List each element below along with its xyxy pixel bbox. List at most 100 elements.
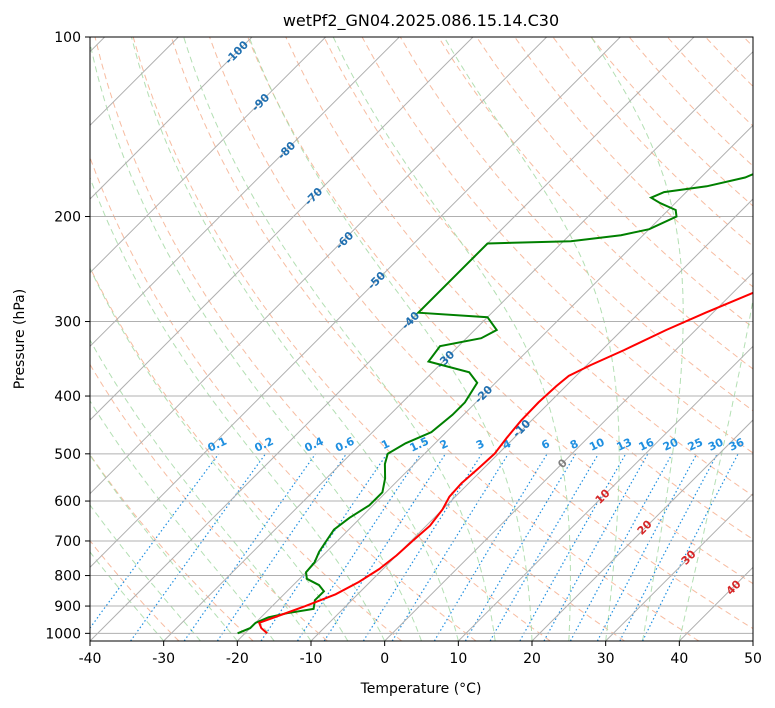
mixing-ratio-line <box>130 453 267 641</box>
mixing-ratio-label: 6 <box>539 437 552 452</box>
dry-adiabat-line <box>437 37 753 370</box>
mixing-ratio-lines <box>90 453 739 641</box>
mixing-ratio-line <box>216 453 347 641</box>
isotherms <box>90 37 753 641</box>
dry-adiabat-line <box>705 37 753 88</box>
chart-title: wetPf2_GN04.2025.086.15.14.C30 <box>283 11 559 31</box>
y-axis: 1000 900 800 700 600 500 400 300 200 100 <box>45 30 90 642</box>
mixing-ratio-label: 25 <box>686 436 705 454</box>
isotherm-line <box>90 37 695 641</box>
dry-adiabat-line <box>323 37 753 497</box>
y-tick-label: 400 <box>54 389 81 405</box>
mixing-ratio-line <box>183 453 316 641</box>
isotherm-label: -80 <box>275 139 298 162</box>
x-tick-label: -10 <box>300 651 323 667</box>
mixing-ratio-line <box>433 453 548 641</box>
plot-area: -100-90-80-70-60-50-40-30-20-10010203040… <box>90 37 753 641</box>
x-tick-label: 0 <box>380 651 389 667</box>
dry-adiabat-line <box>476 37 753 329</box>
isotherm-line <box>90 37 621 569</box>
isotherm-line <box>90 37 253 200</box>
dry-adiabats <box>90 37 753 641</box>
mixing-ratio-label: 30 <box>706 435 726 453</box>
isotherm-line <box>310 198 753 641</box>
moist-adiabat-line <box>90 40 422 641</box>
mixing-ratio-label: 8 <box>568 437 580 452</box>
pressure-gridlines <box>90 37 753 634</box>
dry-adiabat-line <box>170 37 700 641</box>
dry-adiabat-line <box>209 37 753 630</box>
x-tick-label: -40 <box>79 651 102 667</box>
y-tick-label: 300 <box>54 315 81 331</box>
mixing-ratio-line <box>90 453 220 629</box>
moist-adiabat-line <box>90 339 312 641</box>
dry-adiabat-line <box>361 37 753 454</box>
isotherm-line <box>457 345 753 641</box>
moist-adiabat-line <box>90 267 349 641</box>
moist-adiabat-line <box>678 296 753 641</box>
moist-adiabat-line <box>443 37 620 641</box>
mixing-ratio-label: 1 <box>379 437 391 452</box>
moist-adiabat-line <box>131 37 459 641</box>
mixing-ratio-label: 16 <box>637 435 657 453</box>
mixing-ratio-label: 0.2 <box>252 435 275 455</box>
x-axis: -40 -30 -20 -10 0 10 20 30 40 50 <box>79 641 762 667</box>
isotherm-line <box>752 640 753 641</box>
isotherm-line <box>236 124 753 641</box>
y-tick-label: 100 <box>54 30 81 46</box>
isotherm-line <box>90 37 548 495</box>
isotherm-line <box>384 271 753 641</box>
mixing-ratio-label: 10 <box>587 435 607 453</box>
dry-adiabat-line <box>285 37 753 540</box>
dry-adiabat-line <box>399 37 753 412</box>
isotherm-label: -60 <box>333 229 356 252</box>
mixing-ratio-line <box>519 453 627 641</box>
y-tick-label: 900 <box>54 599 81 615</box>
mixing-ratio-label: 0.1 <box>206 435 229 455</box>
y-tick-label: 1000 <box>45 626 81 642</box>
y-tick-label: 500 <box>54 447 81 463</box>
x-tick-label: 10 <box>449 651 467 667</box>
dry-adiabat-line <box>514 37 753 288</box>
isotherm-line <box>605 492 753 641</box>
mixing-ratio-label: 13 <box>615 436 634 454</box>
dewpoint-line <box>237 173 753 635</box>
y-axis-label: Pressure (hPa) <box>12 289 28 389</box>
y-tick-label: 600 <box>54 494 81 510</box>
dry-adiabat-line <box>94 37 551 641</box>
moist-adiabat-line <box>248 37 533 641</box>
isotherm-line <box>90 37 474 421</box>
mixing-ratio-line <box>323 453 447 641</box>
mixing-ratio-line <box>489 453 599 641</box>
x-tick-label: 30 <box>597 651 615 667</box>
x-tick-label: 40 <box>670 651 688 667</box>
dry-adiabat-line <box>90 363 328 641</box>
dry-adiabat-line <box>90 453 254 641</box>
mixing-ratio-label: 3 <box>474 437 486 452</box>
isotherm-line <box>531 419 753 641</box>
x-tick-label: 50 <box>744 651 762 667</box>
y-tick-label: 200 <box>54 210 81 226</box>
mixing-ratio-line <box>464 453 577 641</box>
dry-adiabat-line <box>743 37 753 48</box>
dry-adiabat-line <box>667 37 753 127</box>
moist-adiabat-line <box>332 37 571 641</box>
moist-adiabat-line <box>90 454 238 641</box>
y-tick-label: 800 <box>54 569 81 585</box>
isotherm-line <box>90 37 327 274</box>
isotherm-line <box>678 566 753 641</box>
x-tick-label: -20 <box>226 651 249 667</box>
moist-adiabats <box>90 37 753 641</box>
x-tick-label: 20 <box>523 651 541 667</box>
isotherm-line <box>90 37 400 348</box>
moist-adiabat-line <box>90 504 201 641</box>
mixing-ratio-line <box>569 453 673 641</box>
mixing-ratio-line <box>296 453 422 641</box>
isotherm-line <box>163 50 753 641</box>
mixing-ratio-label: 0.4 <box>302 435 325 455</box>
dry-adiabat-line <box>90 266 403 641</box>
moist-adiabat-line <box>590 37 684 641</box>
temperature-line <box>257 291 753 635</box>
moist-adiabat-line <box>183 37 496 641</box>
